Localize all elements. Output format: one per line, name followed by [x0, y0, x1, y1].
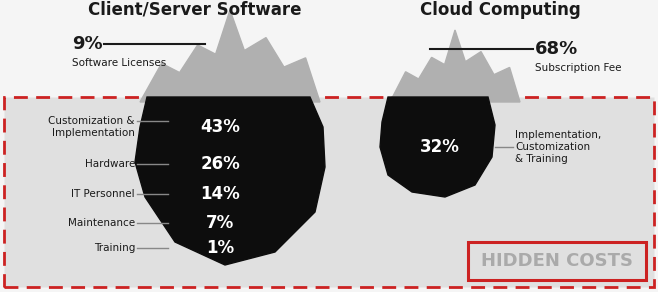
Bar — [468, 242, 646, 280]
Text: 68%: 68% — [535, 40, 578, 58]
Text: Hardware: Hardware — [85, 159, 135, 169]
Text: 14%: 14% — [200, 185, 240, 204]
Text: Cloud Computing: Cloud Computing — [420, 1, 580, 19]
Text: 1%: 1% — [206, 239, 234, 257]
Text: 26%: 26% — [200, 155, 240, 173]
FancyBboxPatch shape — [4, 97, 654, 287]
Text: Subscription Fee: Subscription Fee — [535, 63, 622, 73]
Text: Client/Server Software: Client/Server Software — [88, 1, 302, 19]
Text: Training: Training — [93, 243, 135, 253]
Polygon shape — [380, 97, 495, 197]
Text: 32%: 32% — [420, 138, 460, 156]
Text: Implementation,
Customization
& Training: Implementation, Customization & Training — [515, 130, 601, 164]
Text: 7%: 7% — [206, 214, 234, 232]
Text: Customization &
Implementation: Customization & Implementation — [49, 117, 135, 138]
Polygon shape — [135, 97, 325, 265]
Text: 9%: 9% — [72, 35, 103, 53]
Text: HIDDEN COSTS: HIDDEN COSTS — [481, 252, 633, 270]
Text: Maintenance: Maintenance — [68, 218, 135, 228]
Text: IT Personnel: IT Personnel — [71, 190, 135, 199]
Text: 43%: 43% — [200, 118, 240, 136]
Polygon shape — [390, 30, 520, 102]
Text: Software Licenses: Software Licenses — [72, 58, 166, 68]
Polygon shape — [140, 10, 320, 102]
